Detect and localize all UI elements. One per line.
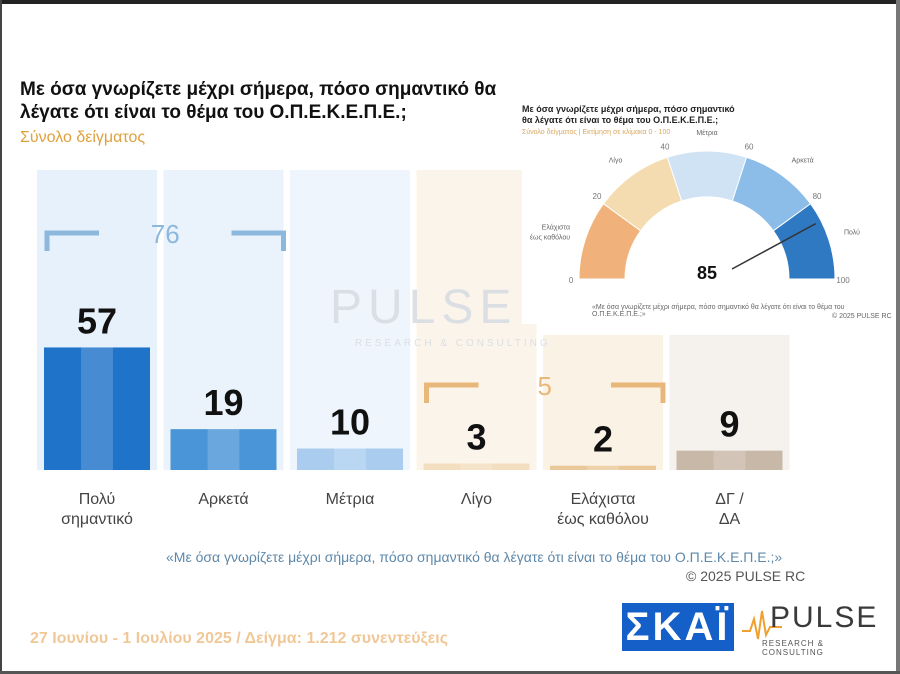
category-label-line: Ελάχιστα <box>570 491 636 508</box>
gauge-zone-label: Μέτρια <box>696 129 717 137</box>
gauge-tick-label: 60 <box>745 143 754 152</box>
gauge-zone-label: έως καθόλου <box>530 234 570 242</box>
group-bracket-left <box>44 230 99 251</box>
frame-right-border <box>896 0 900 674</box>
bar-value-label: 10 <box>330 402 370 443</box>
fieldwork-info: 27 Ιουνίου - 1 Ιουλίου 2025 / Δείγμα: 1.… <box>30 630 449 647</box>
column-background <box>163 170 284 470</box>
category-label-line: ΔΑ <box>718 511 741 528</box>
category-label-line: έως καθόλου <box>557 511 649 528</box>
bar-value-label: 9 <box>719 404 739 445</box>
gauge-zone-label: Αρκετά <box>792 157 814 165</box>
gauge-tick-label: 80 <box>813 192 822 201</box>
copyright-text: © 2025 PULSE RC <box>686 568 806 584</box>
category-label: Ελάχιστα έως καθόλου <box>543 490 663 530</box>
category-label-line: Αρκετά <box>198 491 249 508</box>
inset-copyright: © 2025 PULSE RC <box>832 313 892 320</box>
gauge-tick-label: 40 <box>661 143 670 152</box>
group-total-label: 76 <box>151 219 180 249</box>
bar-highlight <box>713 450 746 470</box>
bar-highlight <box>81 347 113 470</box>
watermark-pulse: PULSE <box>330 281 518 334</box>
bar-highlight <box>334 448 366 470</box>
group-bracket-right <box>611 382 666 403</box>
bar-highlight <box>587 465 619 470</box>
frame-top-border <box>0 0 900 4</box>
gauge-tick-label: 0 <box>569 276 574 285</box>
category-label: Αρκετά <box>164 490 284 510</box>
column-background <box>416 170 537 470</box>
frame-bottom-border <box>0 671 900 674</box>
bar-highlight <box>207 429 240 470</box>
gauge-tick-label: 20 <box>593 192 602 201</box>
pulse-logo-subtext: RESEARCH & CONSULTING <box>762 639 825 657</box>
frame-left-border <box>0 0 2 674</box>
category-label-line: ΔΓ / <box>715 491 744 508</box>
bar-value-label: 57 <box>77 300 117 341</box>
bar-value-label: 2 <box>593 419 613 460</box>
pulse-logo: PULSE RESEARCH & CONSULTING <box>742 601 882 657</box>
bar <box>297 448 403 470</box>
bar-value-label: 3 <box>466 417 486 458</box>
inset-title-line1: Με όσα γνωρίζετε μέχρι σήμερα, πόσο σημα… <box>522 104 735 114</box>
bar <box>676 450 783 470</box>
category-label-line: Λίγο <box>460 491 493 508</box>
gauge-zone-label: Λίγο <box>609 157 623 165</box>
gauge-zone <box>772 203 836 280</box>
bar <box>423 463 530 470</box>
question-footnote: «Με όσα γνωρίζετε μέχρι σήμερα, πόσο σημ… <box>166 549 783 565</box>
group-bracket-left <box>424 382 479 403</box>
category-label-line: Πολύ <box>78 491 116 508</box>
category-label-line: Μέτρια <box>325 491 375 508</box>
category-label: Λίγο <box>417 490 537 510</box>
group-bracket-right <box>231 230 286 251</box>
bar <box>550 465 656 470</box>
pulse-logo-text: PULSE <box>770 601 879 634</box>
gauge-chart: Ελάχιστα έως καθόλου Λίγο Μέτρια Αρκετά Πολύ 0… <box>530 129 860 285</box>
pulse-wave-icon <box>742 610 782 640</box>
chart-title: Με όσα γνωρίζετε μέχρι σήμερα, πόσο σημα… <box>20 79 497 123</box>
bar <box>170 429 277 470</box>
column-background <box>290 170 410 470</box>
watermark-pulse-sub: RESEARCH & CONSULTING <box>355 338 551 349</box>
chart-subtitle: Σύνολο δείγματος <box>20 129 146 146</box>
gauge-value-label: 85 <box>697 263 717 283</box>
bar <box>44 347 150 470</box>
inset-subtitle: Σύνολο δείγματος | Εκτίμηση σε κλίμακα 0… <box>522 129 671 136</box>
column-background <box>543 335 663 470</box>
column-background <box>669 335 790 470</box>
bar-highlight <box>460 463 493 470</box>
group-total-label: 5 <box>538 371 552 401</box>
category-label: Πολύ σημαντικό <box>37 490 157 530</box>
inset-footnote: «Με όσα γνωρίζετε μέχρι σήμερα, πόσο σημ… <box>592 304 845 318</box>
inset-title: Με όσα γνωρίζετε μέχρι σήμερα, πόσο σημα… <box>522 104 762 126</box>
inset-title-line2: θα λέγατε ότι είναι το θέμα του Ο.Π.Ε.Κ.… <box>522 115 719 125</box>
category-label-line: σημαντικό <box>61 511 133 528</box>
bar-value-label: 19 <box>203 382 243 423</box>
category-label: ΔΓ / ΔΑ <box>670 490 790 530</box>
category-label: Μέτρια <box>290 490 410 510</box>
gauge-inset: Ελάχιστα έως καθόλου Λίγο Μέτρια Αρκετά Πολύ 0… <box>522 104 892 324</box>
gauge-needle <box>731 222 817 270</box>
gauge-tick-label: 100 <box>836 276 850 285</box>
gauge-zone-label: Ελάχιστα <box>542 224 570 232</box>
skai-logo: ΣΚΑΪ <box>622 603 734 651</box>
gauge-zone-label: Πολύ <box>844 229 860 237</box>
